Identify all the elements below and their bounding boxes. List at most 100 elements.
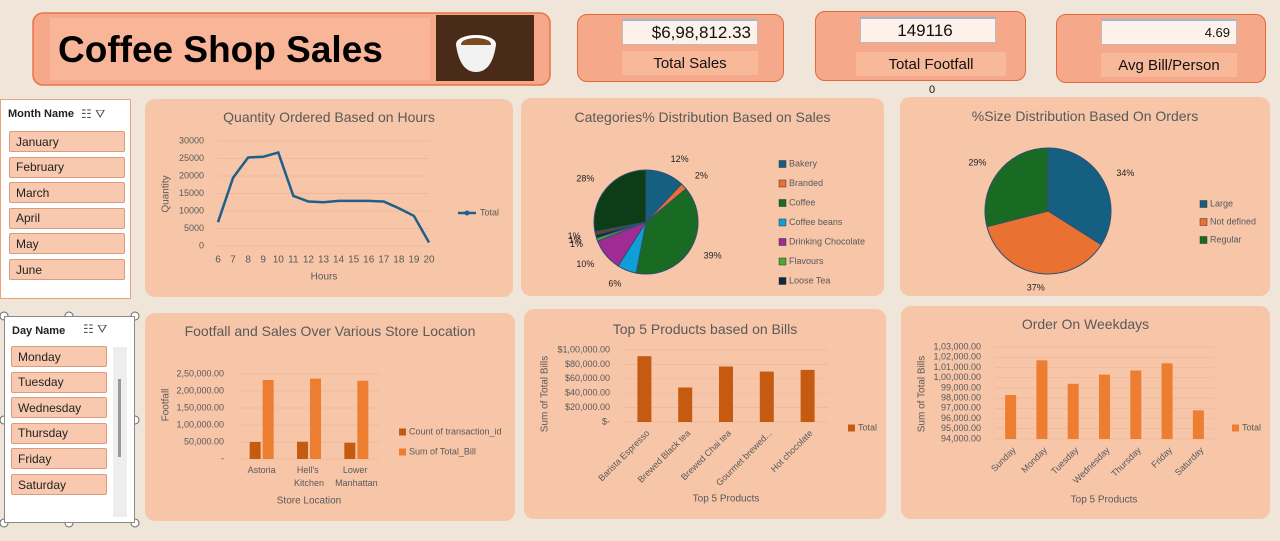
y-axis-label: Footfall (161, 389, 172, 422)
header-inner (50, 18, 430, 80)
x-tick-label: 14 (333, 255, 345, 266)
y-tick-label: 30000 (179, 135, 204, 145)
slicer-item[interactable]: Monday (11, 346, 107, 367)
header-title: Coffee Shop Sales (58, 29, 383, 70)
line-series (216, 151, 431, 244)
bar (759, 371, 774, 422)
kpi-value: 149116 (860, 17, 996, 43)
data-label: 37% (1027, 282, 1045, 292)
y-axis-label: Sum of Total Bills (540, 356, 551, 433)
x-tick-label: Lower Manhattan (335, 465, 378, 488)
slicer-item[interactable]: June (9, 259, 125, 280)
x-axis-label: Store Location (277, 496, 342, 507)
slicer: Month Name ☷ ⛛ January February March April… (0, 99, 131, 299)
slicer-item[interactable]: January (9, 131, 125, 152)
legend-label: Total (480, 207, 499, 217)
y-tick-label: 99,000.00 (941, 382, 981, 392)
legend-label: Not defined (1210, 216, 1256, 226)
x-axis-label: Top 5 Products (1071, 495, 1138, 506)
y-tick-label: 1,01,000.00 (933, 362, 981, 372)
y-axis-label: Quantity (161, 175, 172, 212)
x-tick-label: 11 (288, 255, 299, 266)
kpi-card: 4.69 Avg Bill/Person (1056, 14, 1266, 83)
y-tick-label: 5000 (184, 223, 204, 233)
y-tick-label: 15000 (179, 188, 204, 198)
slicer-item[interactable]: April (9, 207, 125, 229)
legend-swatch (778, 199, 787, 207)
y-tick-label: 25000 (179, 153, 204, 163)
y-tick-label: 2,50,000.00 (176, 368, 224, 378)
legend-swatch (778, 218, 787, 227)
data-label: 2% (695, 171, 708, 181)
data-label: 12% (671, 154, 689, 164)
slicer-title: Day Name (12, 325, 66, 337)
panel (145, 99, 513, 297)
x-tick-label: 15 (348, 255, 360, 266)
legend-label: Regular (1210, 234, 1242, 244)
x-axis-label: Top 5 Products (693, 494, 760, 505)
slicer-item[interactable]: Tuesday (11, 371, 107, 393)
legend-label: Sum of Total_Bill (409, 446, 476, 456)
data-label: 1% (569, 235, 582, 245)
bar (357, 380, 369, 459)
chart-title: Top 5 Products based on Bills (612, 321, 798, 337)
legend-swatch (1199, 236, 1208, 244)
slicer-item[interactable]: Saturday (11, 474, 107, 495)
slicer-item[interactable]: March (9, 182, 125, 204)
legend-label: Flavours (789, 256, 824, 266)
slicer-icons[interactable]: ☷ ⛛ (83, 322, 108, 336)
legend-label: Coffee beans (789, 217, 843, 227)
kpi-card: 149116 Total Footfall (815, 11, 1026, 81)
x-tick-label: 17 (378, 255, 390, 266)
chart-title: %Size Distribution Based On Orders (971, 108, 1199, 124)
slicer-item[interactable]: Friday (11, 448, 107, 470)
y-tick-label: $- (602, 416, 610, 426)
bar (310, 378, 321, 459)
slicer-icons[interactable]: ☷ ⛛ (81, 107, 106, 121)
legend-label: Count of transaction_id (409, 426, 502, 436)
x-tick-label: 19 (408, 255, 420, 266)
panel (145, 313, 515, 521)
slicer-item[interactable]: Thursday (11, 422, 107, 444)
legend-swatch (399, 428, 406, 436)
kpi-label: Total Sales (622, 51, 758, 75)
scroll-thumb[interactable] (118, 379, 121, 457)
legend-swatch (778, 160, 787, 168)
x-axis-label: Hours (311, 272, 338, 283)
pie-slice (984, 147, 1049, 228)
y-tick-label: 1,50,000.00 (176, 402, 224, 412)
slicer: Day Name ☷ ⛛ Monday Tuesday Wednesday Thurs… (4, 316, 135, 523)
y-tick-label: 95,000.00 (941, 423, 981, 433)
y-tick-label: $80,000.00 (565, 359, 610, 369)
legend-marker (464, 210, 470, 216)
legend-label: Large (1210, 198, 1233, 208)
kpi-label: Avg Bill/Person (1101, 53, 1237, 77)
y-tick-label: 10000 (179, 205, 204, 215)
legend-label: Bakery (789, 158, 818, 168)
legend-label: Loose Tea (789, 275, 830, 285)
legend-label: Total (858, 422, 877, 432)
cup (456, 45, 496, 72)
slicer-item[interactable]: May (9, 233, 125, 255)
y-tick-label: 94,000.00 (941, 433, 981, 443)
bar (1161, 363, 1173, 439)
y-tick-label: - (221, 453, 224, 463)
bar (297, 441, 308, 459)
legend-swatch (778, 238, 787, 246)
chart-title: Footfall and Sales Over Various Store Lo… (184, 323, 476, 339)
slicer-item[interactable]: February (9, 156, 125, 178)
bar (1005, 395, 1017, 439)
slicer-title: Month Name (8, 108, 74, 120)
data-label: 6% (608, 279, 621, 289)
legend-swatch (1199, 218, 1208, 226)
y-tick-label: 50,000.00 (184, 436, 224, 446)
y-tick-label: 96,000.00 (941, 413, 981, 423)
legend-label: Branded (789, 178, 823, 188)
y-tick-label: $40,000.00 (565, 388, 610, 398)
slicer-item[interactable]: Wednesday (11, 397, 107, 419)
y-tick-label: $20,000.00 (565, 402, 610, 412)
legend-swatch (1199, 200, 1208, 208)
chart-title: Categories% Distribution Based on Sales (574, 109, 831, 125)
